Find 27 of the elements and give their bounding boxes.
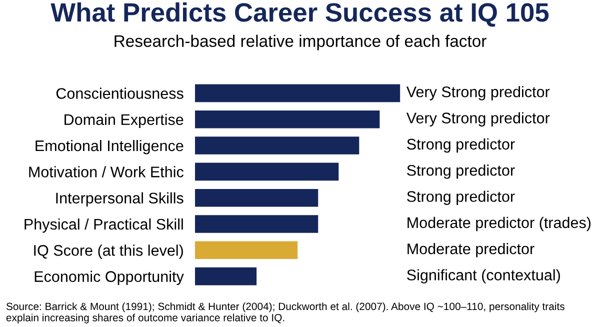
bar xyxy=(195,162,339,181)
text: Very Strong predictor xyxy=(406,86,550,100)
y-tick-label: Emotional Intelligence xyxy=(36,140,184,154)
bar xyxy=(195,215,318,233)
bar xyxy=(195,241,298,260)
chart-title: What Predicts Career Success at IQ 105 xyxy=(50,2,549,27)
y-tick-label: IQ Score (at this level) xyxy=(34,244,183,259)
text: Strong predictor xyxy=(407,138,515,153)
y-tick-label: Physical / Practical Skill xyxy=(24,218,183,233)
bar xyxy=(195,188,318,207)
y-tick-label: Motivation / Work Ethic xyxy=(29,166,184,178)
bar xyxy=(195,267,257,286)
y-tick-label: Domain Expertise xyxy=(64,114,184,128)
y-tick-label: Conscientiousness xyxy=(56,88,184,99)
bar xyxy=(195,110,380,128)
chart-subtitle: Research-based relative importance of each factor xyxy=(114,34,486,50)
source-note: Source: Barrick & Mount (1991); Schmidt & Hunter (2004); Duckworth et al. (2007). Above IQ ~100–110, personality traits explain increasing shares of outcome variance relative to IQ. xyxy=(6,302,564,324)
text: Strong predictor xyxy=(407,164,515,179)
text: Strong predictor xyxy=(407,190,515,205)
text: Moderate predictor xyxy=(408,243,534,258)
y-tick-label: Interpersonal Skills xyxy=(56,192,184,207)
text: Significant (contextual) xyxy=(407,269,560,284)
bar xyxy=(195,136,360,154)
text: Moderate predictor (trades) xyxy=(408,216,591,232)
y-tick-label: Economic Opportunity xyxy=(34,270,184,286)
text: Very Strong predictor xyxy=(406,112,550,126)
bar xyxy=(195,84,400,102)
